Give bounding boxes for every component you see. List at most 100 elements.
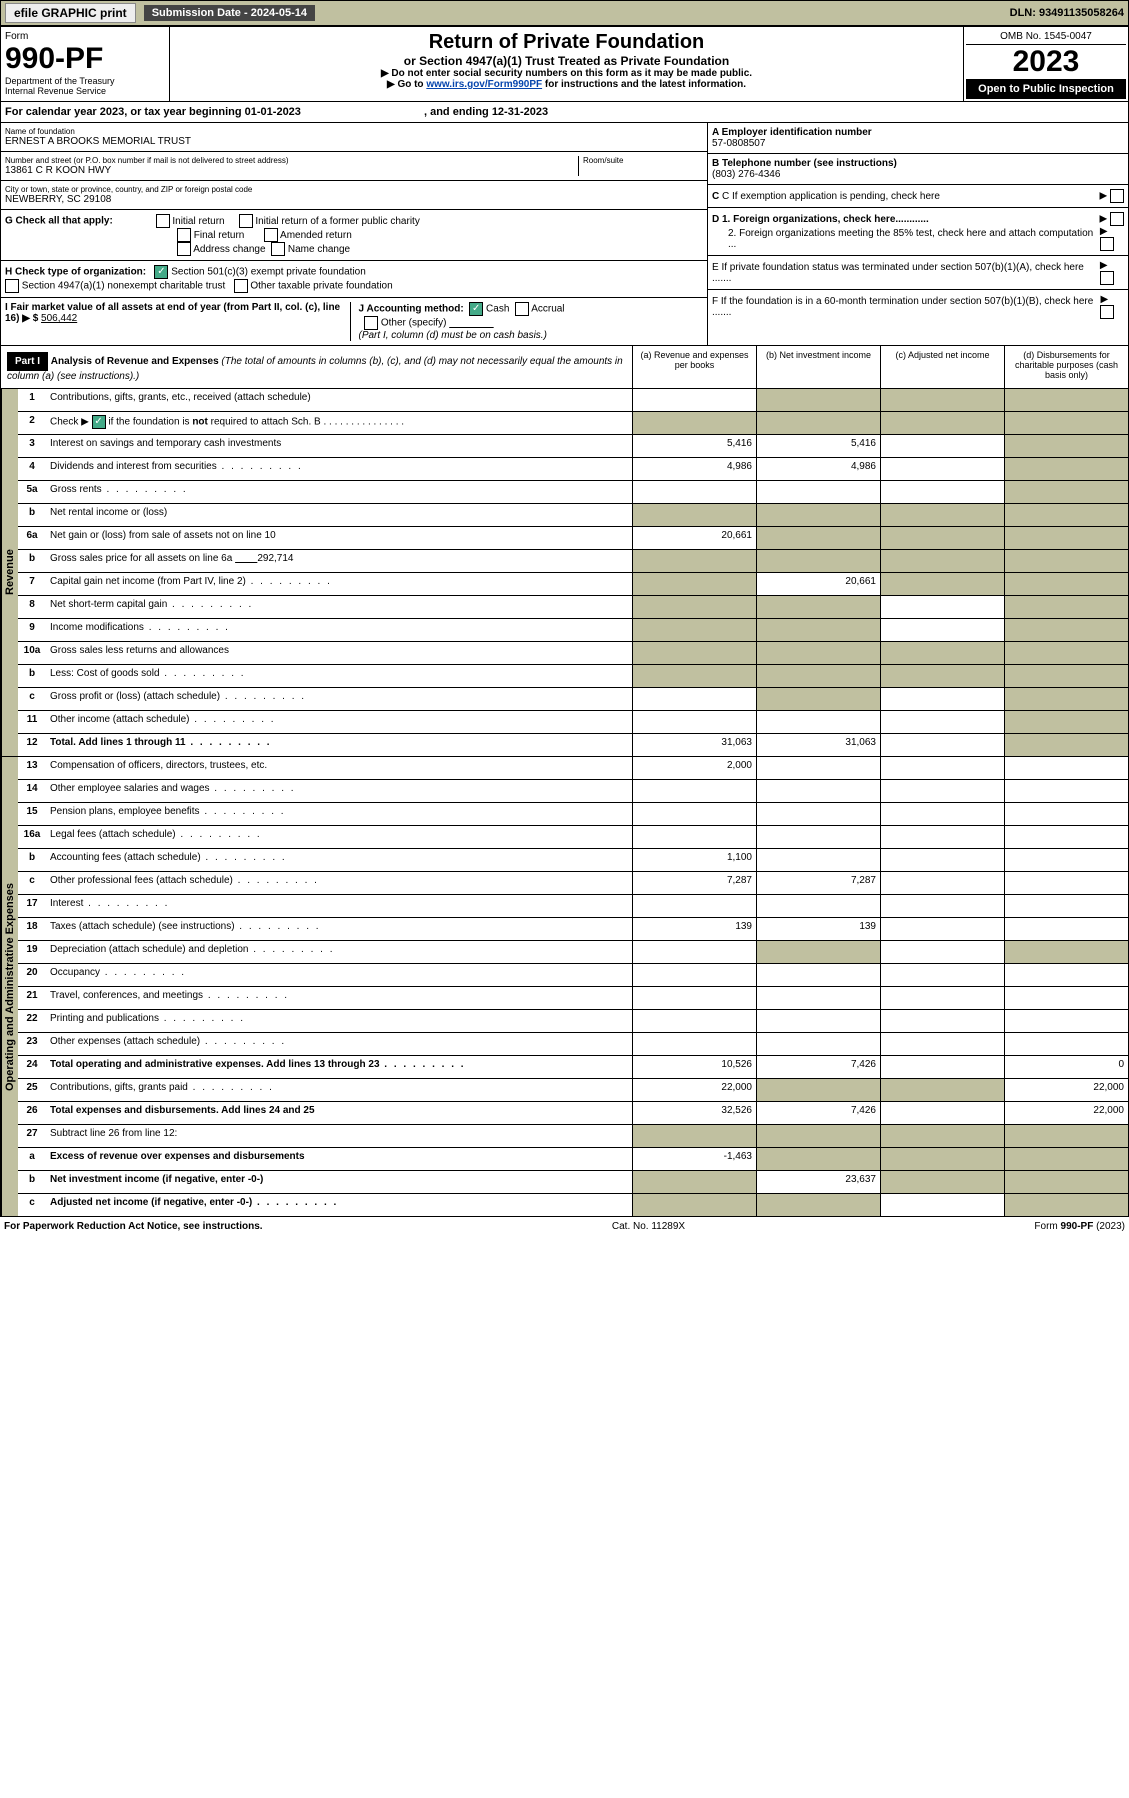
line5b: Net rental income or (loss) — [46, 504, 632, 526]
4947-checkbox[interactable] — [5, 279, 19, 293]
col-b-header: (b) Net investment income — [756, 346, 880, 388]
form-header: Form 990-PF Department of the Treasury I… — [0, 26, 1129, 102]
line7: Capital gain net income (from Part IV, l… — [46, 573, 632, 595]
other-method-checkbox[interactable] — [364, 316, 378, 330]
ssn-note: ▶ Do not enter social security numbers o… — [174, 68, 959, 79]
col-d-header: (d) Disbursements for charitable purpose… — [1004, 346, 1128, 388]
line4: Dividends and interest from securities — [46, 458, 632, 480]
address: 13861 C R KOON HWY — [5, 165, 578, 176]
j3-label: Other (specify) — [381, 318, 447, 329]
c-label: C C If exemption application is pending,… — [712, 191, 940, 202]
d1-label: D 1. Foreign organizations, check here..… — [712, 214, 929, 225]
l3a: 5,416 — [632, 435, 756, 457]
line24: Total operating and administrative expen… — [46, 1056, 632, 1078]
public-inspection: Open to Public Inspection — [966, 79, 1126, 99]
f-checkbox[interactable] — [1100, 305, 1114, 319]
l27a-a: -1,463 — [632, 1148, 756, 1170]
h1-label: Section 501(c)(3) exempt private foundat… — [171, 267, 366, 278]
line16a: Legal fees (attach schedule) — [46, 826, 632, 848]
room-label: Room/suite — [583, 156, 703, 165]
e-checkbox[interactable] — [1100, 271, 1114, 285]
j2-label: Accrual — [531, 304, 564, 315]
part1-title: Analysis of Revenue and Expenses — [51, 356, 219, 367]
ein-value: 57-0808507 — [712, 138, 1124, 149]
l18a: 139 — [632, 918, 756, 940]
line13: Compensation of officers, directors, tru… — [46, 757, 632, 779]
phone-label: B Telephone number (see instructions) — [712, 158, 1124, 169]
amended-checkbox[interactable] — [264, 228, 278, 242]
expense-side-label: Operating and Administrative Expenses — [1, 757, 18, 1216]
former-charity-checkbox[interactable] — [239, 214, 253, 228]
calendar-year-row: For calendar year 2023, or tax year begi… — [0, 102, 1129, 123]
g1-label: Initial return — [172, 216, 224, 227]
l3b: 5,416 — [756, 435, 880, 457]
c-text: C If exemption application is pending, c… — [722, 191, 940, 202]
d2-checkbox[interactable] — [1100, 237, 1114, 251]
g-label: G Check all that apply: — [5, 216, 113, 227]
line1: Contributions, gifts, grants, etc., rece… — [46, 389, 632, 411]
line14: Other employee salaries and wages — [46, 780, 632, 802]
line12: Total. Add lines 1 through 11 — [46, 734, 632, 756]
irs-link[interactable]: www.irs.gov/Form990PF — [426, 79, 542, 90]
final-return-checkbox[interactable] — [177, 228, 191, 242]
cash-checkbox[interactable] — [469, 302, 483, 316]
d1-checkbox[interactable] — [1110, 212, 1124, 226]
g5-label: Amended return — [280, 230, 352, 241]
line26: Total expenses and disbursements. Add li… — [46, 1102, 632, 1124]
l16c-b: 7,287 — [756, 872, 880, 894]
accrual-checkbox[interactable] — [515, 302, 529, 316]
l24b: 7,426 — [756, 1056, 880, 1078]
revenue-table: Revenue 1Contributions, gifts, grants, e… — [0, 389, 1129, 757]
h-label: H Check type of organization: — [5, 267, 146, 278]
ein-label: A Employer identification number — [712, 127, 1124, 138]
l16b-a: 1,100 — [632, 849, 756, 871]
c-checkbox[interactable] — [1110, 189, 1124, 203]
l27b-b: 23,637 — [756, 1171, 880, 1193]
l12a: 31,063 — [632, 734, 756, 756]
form-subtitle: or Section 4947(a)(1) Trust Treated as P… — [174, 54, 959, 68]
line27a: Excess of revenue over expenses and disb… — [46, 1148, 632, 1170]
other-taxable-checkbox[interactable] — [234, 279, 248, 293]
city-label: City or town, state or province, country… — [5, 185, 703, 194]
j-note: (Part I, column (d) must be on cash basi… — [359, 330, 547, 341]
line9: Income modifications — [46, 619, 632, 641]
d2-label: 2. Foreign organizations meeting the 85%… — [712, 228, 1100, 250]
501c3-checkbox[interactable] — [154, 265, 168, 279]
schb-checkbox[interactable] — [92, 415, 106, 429]
note-post: for instructions and the latest informat… — [542, 79, 746, 90]
l25d: 22,000 — [1004, 1079, 1128, 1101]
line2: Check ▶ if the foundation is not require… — [46, 412, 632, 434]
line5a: Gross rents — [46, 481, 632, 503]
j-label: J Accounting method: — [359, 304, 464, 315]
l4b: 4,986 — [756, 458, 880, 480]
line22: Printing and publications — [46, 1010, 632, 1032]
line18: Taxes (attach schedule) (see instruction… — [46, 918, 632, 940]
part1-badge: Part I — [7, 352, 48, 371]
g3-label: Address change — [193, 244, 265, 255]
note-pre: ▶ Go to — [387, 79, 426, 90]
initial-return-checkbox[interactable] — [156, 214, 170, 228]
efile-print-button[interactable]: efile GRAPHIC print — [5, 3, 136, 23]
l24a: 10,526 — [632, 1056, 756, 1078]
omb-number: OMB No. 1545-0047 — [966, 29, 1126, 45]
phone-value: (803) 276-4346 — [712, 169, 1124, 180]
l18b: 139 — [756, 918, 880, 940]
name-label: Name of foundation — [5, 127, 703, 136]
l24d: 0 — [1004, 1056, 1128, 1078]
name-change-checkbox[interactable] — [271, 242, 285, 256]
line16b: Accounting fees (attach schedule) — [46, 849, 632, 871]
address-change-checkbox[interactable] — [177, 242, 191, 256]
h3-label: Other taxable private foundation — [250, 281, 392, 292]
line21: Travel, conferences, and meetings — [46, 987, 632, 1009]
foundation-info: Name of foundation ERNEST A BROOKS MEMOR… — [0, 123, 1129, 346]
l26a: 32,526 — [632, 1102, 756, 1124]
line25: Contributions, gifts, grants paid — [46, 1079, 632, 1101]
submission-date: Submission Date - 2024-05-14 — [144, 5, 315, 21]
line16c: Other professional fees (attach schedule… — [46, 872, 632, 894]
line10c: Gross profit or (loss) (attach schedule) — [46, 688, 632, 710]
line23: Other expenses (attach schedule) — [46, 1033, 632, 1055]
line3: Interest on savings and temporary cash i… — [46, 435, 632, 457]
line27c: Adjusted net income (if negative, enter … — [46, 1194, 632, 1216]
tax-year: 2023 — [966, 45, 1126, 79]
f-label: F If the foundation is in a 60-month ter… — [712, 296, 1100, 318]
